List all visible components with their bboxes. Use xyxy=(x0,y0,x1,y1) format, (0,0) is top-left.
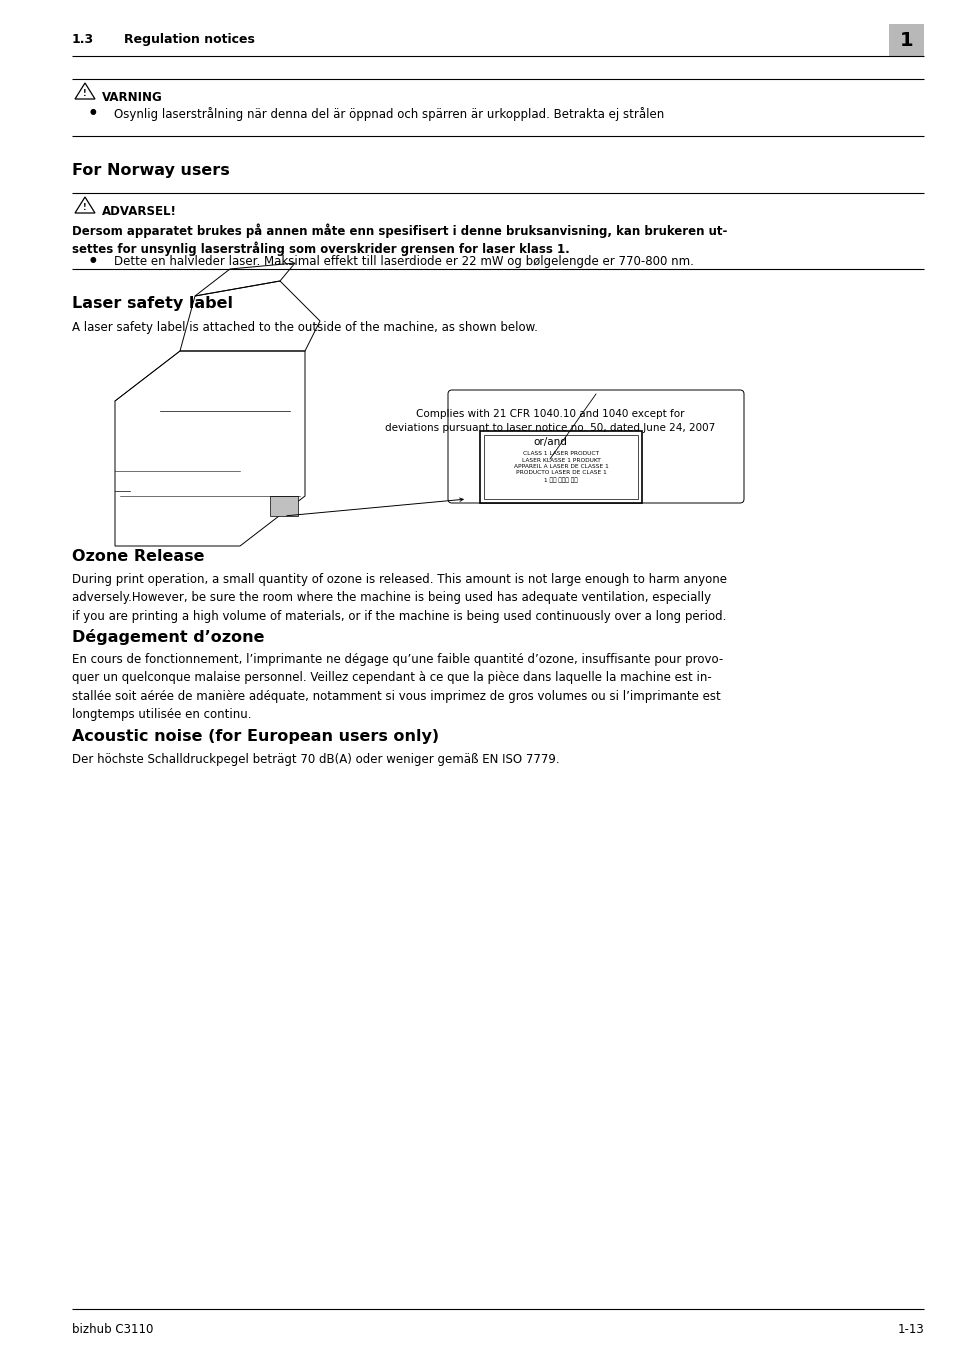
Text: A laser safety label is attached to the outside of the machine, as shown below.: A laser safety label is attached to the … xyxy=(71,322,537,334)
Text: bizhub C3110: bizhub C3110 xyxy=(71,1323,153,1336)
Text: Regulation notices: Regulation notices xyxy=(124,32,254,46)
Text: During print operation, a small quantity of ozone is released. This amount is no: During print operation, a small quantity… xyxy=(71,573,726,586)
Text: For Norway users: For Norway users xyxy=(71,163,230,178)
Text: Der höchste Schalldruckpegel beträgt 70 dB(A) oder weniger gemäß EN ISO 7779.: Der höchste Schalldruckpegel beträgt 70 … xyxy=(71,753,559,766)
Text: Dersom apparatet brukes på annen måte enn spesifisert i denne bruksanvisning, ka: Dersom apparatet brukes på annen måte en… xyxy=(71,223,726,238)
Text: Ozone Release: Ozone Release xyxy=(71,549,204,563)
Text: 1-13: 1-13 xyxy=(897,1323,923,1336)
Text: longtemps utilisée en continu.: longtemps utilisée en continu. xyxy=(71,708,252,721)
Text: Dette en halvleder laser. Maksimal effekt till laserdiode er 22 mW og bølgelengd: Dette en halvleder laser. Maksimal effek… xyxy=(113,255,693,267)
Text: quer un quelconque malaise personnel. Veillez cependant à ce que la pièce dans l: quer un quelconque malaise personnel. Ve… xyxy=(71,671,711,685)
Text: En cours de fonctionnement, l’imprimante ne dégage qu’une faible quantité d’ozon: En cours de fonctionnement, l’imprimante… xyxy=(71,653,722,666)
FancyBboxPatch shape xyxy=(448,390,743,503)
Text: ●: ● xyxy=(90,107,96,116)
Text: 1.3: 1.3 xyxy=(71,32,94,46)
Text: ●: ● xyxy=(90,255,96,263)
Text: Complies with 21 CFR 1040.10 and 1040 except for
deviations pursuant to laser no: Complies with 21 CFR 1040.10 and 1040 ex… xyxy=(384,409,715,447)
Text: adversely.However, be sure the room where the machine is being used has adequate: adversely.However, be sure the room wher… xyxy=(71,592,710,604)
Text: VARNING: VARNING xyxy=(102,91,163,104)
FancyBboxPatch shape xyxy=(479,431,641,503)
Text: settes for unsynlig laserstråling som overskrider grensen for laser klass 1.: settes for unsynlig laserstråling som ov… xyxy=(71,242,569,257)
Text: Osynlig laserstrålning när denna del är öppnad och spärren är urkopplad. Betrakt: Osynlig laserstrålning när denna del är … xyxy=(113,107,663,122)
Text: !: ! xyxy=(83,89,87,99)
FancyBboxPatch shape xyxy=(888,24,923,55)
Text: ADVARSEL!: ADVARSEL! xyxy=(102,205,176,218)
Text: Acoustic noise (for European users only): Acoustic noise (for European users only) xyxy=(71,730,438,744)
Text: 1: 1 xyxy=(899,31,912,50)
Text: stallée soit aérée de manière adéquate, notamment si vous imprimez de gros volum: stallée soit aérée de manière adéquate, … xyxy=(71,690,720,703)
FancyBboxPatch shape xyxy=(270,496,297,516)
Text: !: ! xyxy=(83,203,87,212)
Text: Laser safety label: Laser safety label xyxy=(71,296,233,311)
Text: Dégagement d’ozone: Dégagement d’ozone xyxy=(71,630,264,644)
Text: if you are printing a high volume of materials, or if the machine is being used : if you are printing a high volume of mat… xyxy=(71,611,725,623)
Text: CLASS 1 LASER PRODUCT
LASER KLASSE 1 PRODUKT
APPAREIL A LASER DE CLASSE 1
PRODUC: CLASS 1 LASER PRODUCT LASER KLASSE 1 PRO… xyxy=(513,451,608,482)
FancyBboxPatch shape xyxy=(483,435,638,499)
